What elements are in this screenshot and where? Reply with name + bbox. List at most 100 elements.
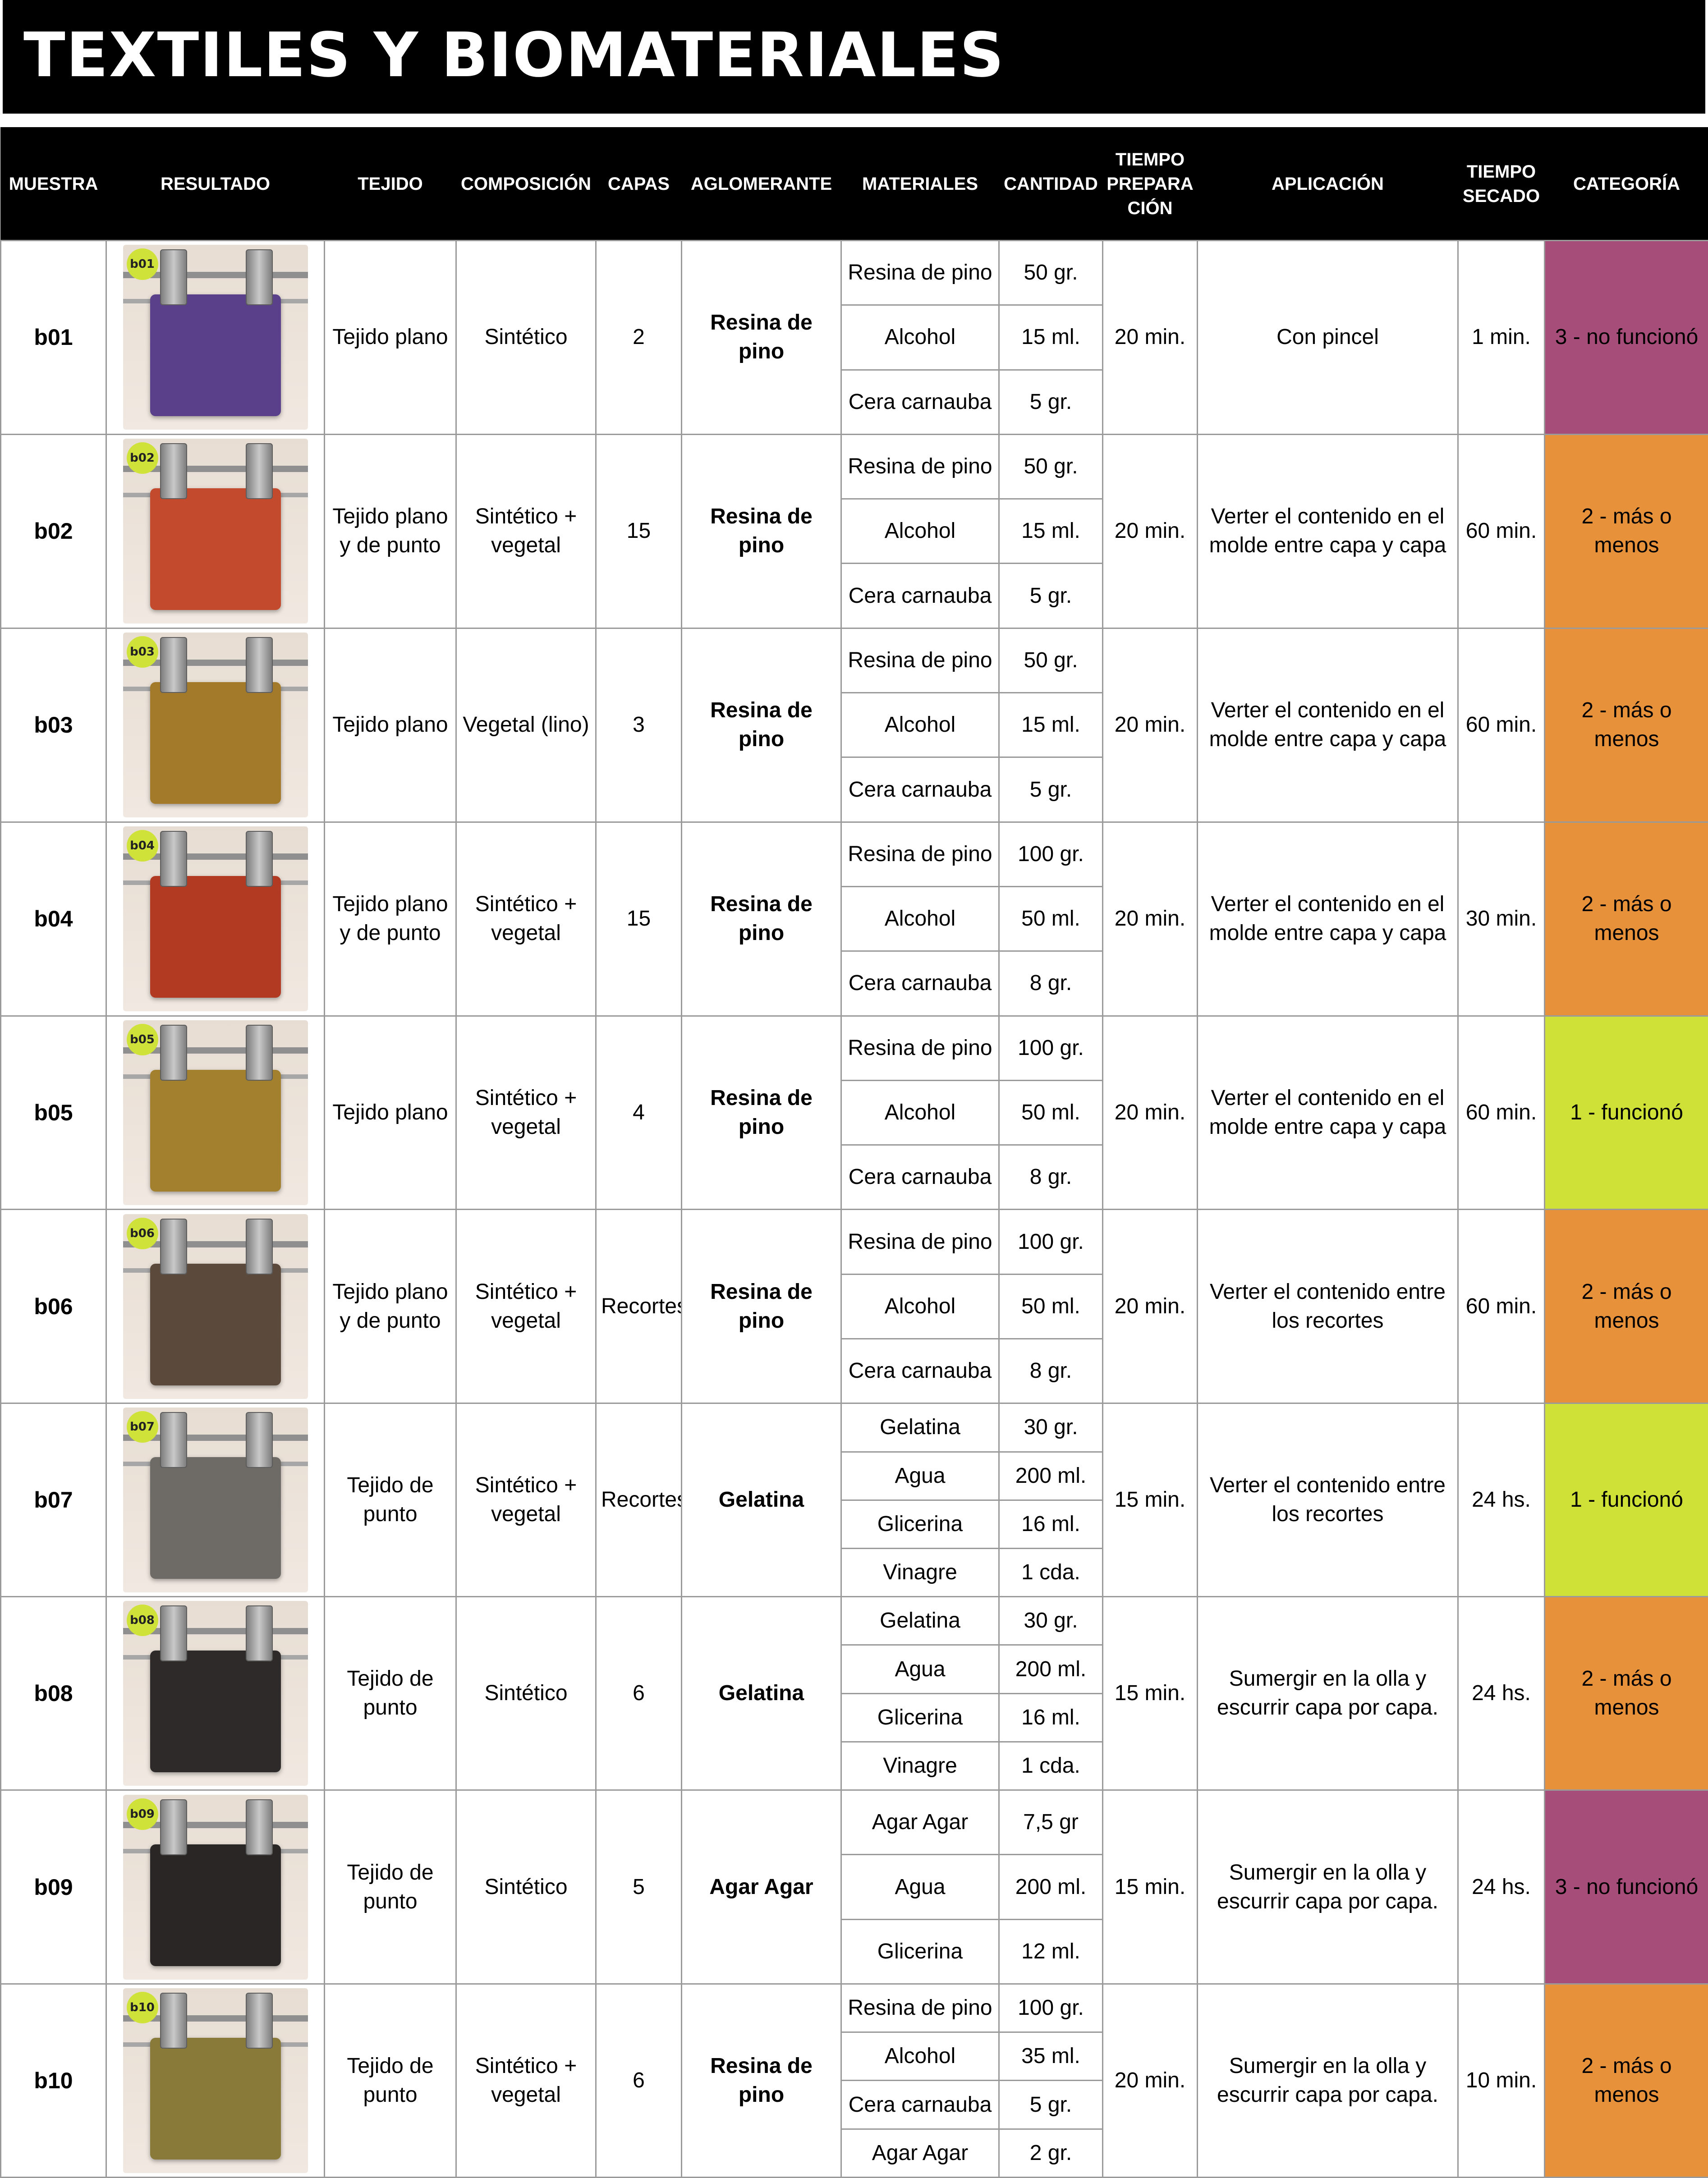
sample-tejido: Tejido de punto	[324, 1789, 457, 1985]
header-tiempo-preparacion: TIEMPO PREPARA CIÓN	[1102, 127, 1198, 241]
category-badge: 1 - funcionó	[1544, 1015, 1708, 1211]
header-aglomerante: AGLOMERANTE	[681, 127, 842, 241]
category-badge: 2 - más o menos	[1544, 627, 1708, 823]
material-name: Cera carnauba	[840, 757, 1000, 823]
sample-id: b05	[0, 1015, 107, 1211]
sample-composicion: Sintético + vegetal	[455, 821, 597, 1017]
material-name: Cera carnauba	[840, 2080, 1000, 2130]
header-aplicacion: APLICACIÓN	[1197, 127, 1459, 241]
page-title: TEXTILES Y BIOMATERIALES	[23, 20, 1005, 91]
material-quantity: 50 ml.	[998, 1273, 1103, 1340]
sample-capas: 3	[595, 627, 682, 823]
sample-tag: b01	[126, 248, 158, 280]
sample-tejido: Tejido plano y de punto	[324, 821, 457, 1017]
sample-aplicacion: Con pincel	[1197, 240, 1459, 435]
material-quantity: 7,5 gr	[998, 1789, 1103, 1856]
material-quantity: 8 gr.	[998, 950, 1103, 1017]
table-row-material: Agua 200 ml.	[1, 1451, 1708, 1501]
sample-tejido: Tejido plano	[324, 240, 457, 435]
textile-swatch	[150, 294, 281, 417]
sample-tejido: Tejido plano	[324, 627, 457, 823]
sample-capas: 6	[595, 1983, 682, 2178]
clip-icon	[160, 1992, 187, 2049]
category-badge: 3 - no funcionó	[1544, 1789, 1708, 1985]
clip-icon	[245, 1799, 273, 1855]
material-name: Agua	[840, 1644, 1000, 1694]
material-quantity: 50 gr.	[998, 239, 1103, 306]
material-name: Alcohol	[840, 692, 1000, 758]
material-name: Alcohol	[840, 1273, 1000, 1340]
header-categoria: CATEGORÍA	[1544, 127, 1708, 241]
clip-icon	[160, 249, 187, 306]
sample-tiempo-preparacion: 20 min.	[1102, 433, 1198, 629]
sample-tejido: Tejido plano	[324, 1015, 457, 1211]
material-name: Resina de pino	[840, 1015, 1000, 1081]
clip-icon	[160, 1025, 187, 1081]
table-row-material: Alcohol 15 ml.	[1, 692, 1708, 758]
title-bar: TEXTILES Y BIOMATERIALES	[3, 0, 1705, 114]
sample-tiempo-preparacion: 15 min.	[1102, 1596, 1198, 1791]
textile-swatch	[150, 1844, 281, 1966]
table-row: b10 b10 Tejido de punto Sintético + vegetal…	[0, 1983, 1708, 2178]
table-row: b06 b06 Tejido plano y de punto Sintético +…	[0, 1209, 1708, 1404]
sample-id: b10	[0, 1983, 107, 2178]
sample-tejido: Tejido de punto	[324, 1596, 457, 1791]
sample-composicion: Sintético + vegetal	[455, 433, 597, 629]
material-name: Alcohol	[840, 1079, 1000, 1146]
material-name: Resina de pino	[840, 433, 1000, 500]
material-quantity: 15 ml.	[998, 692, 1103, 758]
sample-capas: 2	[595, 240, 682, 435]
table-row-material: Alcohol 50 ml.	[1, 885, 1708, 952]
sample-id: b04	[0, 821, 107, 1017]
sample-tejido: Tejido de punto	[324, 1403, 457, 1598]
table-row-material: Cera carnauba 5 gr.	[1, 757, 1708, 823]
sample-tag: b04	[126, 830, 158, 862]
sample-tiempo-preparacion: 20 min.	[1102, 627, 1198, 823]
table-row-material: Cera carnauba 8 gr.	[1, 1144, 1708, 1211]
table-row-material: Cera carnauba 5 gr.	[1, 2080, 1708, 2130]
material-quantity: 35 ml.	[998, 2031, 1103, 2082]
material-quantity: 1 cda.	[998, 1741, 1103, 1791]
clip-icon	[245, 1412, 273, 1468]
sample-aglomerante: Gelatina	[681, 1596, 842, 1791]
material-name: Resina de pino	[840, 1209, 1000, 1275]
header-cantidad: CANTIDAD	[998, 127, 1103, 241]
sample-aglomerante: Resina de pino	[681, 240, 842, 435]
sample-aglomerante: Resina de pino	[681, 627, 842, 823]
material-name: Agar Agar	[840, 2128, 1000, 2178]
table-row-material: Cera carnauba 5 gr.	[1, 563, 1708, 629]
header-tiempo-secado: TIEMPO SECADO	[1457, 127, 1545, 241]
table-row: b08 b08 Tejido de punto Sintético 6 Gelatina G…	[0, 1596, 1708, 1791]
textile-swatch	[150, 682, 281, 804]
material-quantity: 8 gr.	[998, 1338, 1103, 1404]
clip-icon	[160, 1799, 187, 1855]
material-name: Resina de pino	[840, 1983, 1000, 2033]
table-row-material: Agar Agar 2 gr.	[1, 2128, 1708, 2178]
sample-tag: b08	[126, 1605, 158, 1637]
textile-swatch	[150, 488, 281, 610]
sample-photo-cell: b04	[106, 821, 325, 1017]
table-row-material: Cera carnauba 8 gr.	[1, 950, 1708, 1017]
material-name: Resina de pino	[840, 239, 1000, 306]
table-row: b07 b07 Tejido de punto Sintético + vegetal…	[0, 1403, 1708, 1598]
material-quantity: 200 ml.	[998, 1644, 1103, 1694]
material-name: Cera carnauba	[840, 369, 1000, 435]
table-row: b01 b01 Tejido plano Sintético 2 Resina de pi…	[0, 239, 1708, 435]
header-capas: CAPAS	[595, 127, 682, 241]
table-row-material: Agua 200 ml.	[1, 1854, 1708, 1920]
table-row-material: Vinagre 1 cda.	[1, 1741, 1708, 1791]
table-row: b04 b04 Tejido plano y de punto Sintético +…	[0, 821, 1708, 1017]
table-row-material: Agua 200 ml.	[1, 1644, 1708, 1694]
textile-sample-photo: b03	[123, 633, 308, 818]
sample-photo-cell: b03	[106, 627, 325, 823]
sample-capas: 5	[595, 1789, 682, 1985]
samples-table: MUESTRA RESULTADO TEJIDO COMPOSICIÓN CAP…	[0, 127, 1708, 2178]
sample-photo-cell: b06	[106, 1209, 325, 1404]
category-badge: 2 - más o menos	[1544, 1209, 1708, 1404]
sample-composicion: Sintético + vegetal	[455, 1983, 597, 2178]
table-row-material: Alcohol 50 ml.	[1, 1273, 1708, 1340]
sample-capas: 15	[595, 821, 682, 1017]
table-row-material: Glicerina 16 ml.	[1, 1692, 1708, 1742]
sample-capas: 15	[595, 433, 682, 629]
table-row-material: Alcohol 35 ml.	[1, 2031, 1708, 2082]
